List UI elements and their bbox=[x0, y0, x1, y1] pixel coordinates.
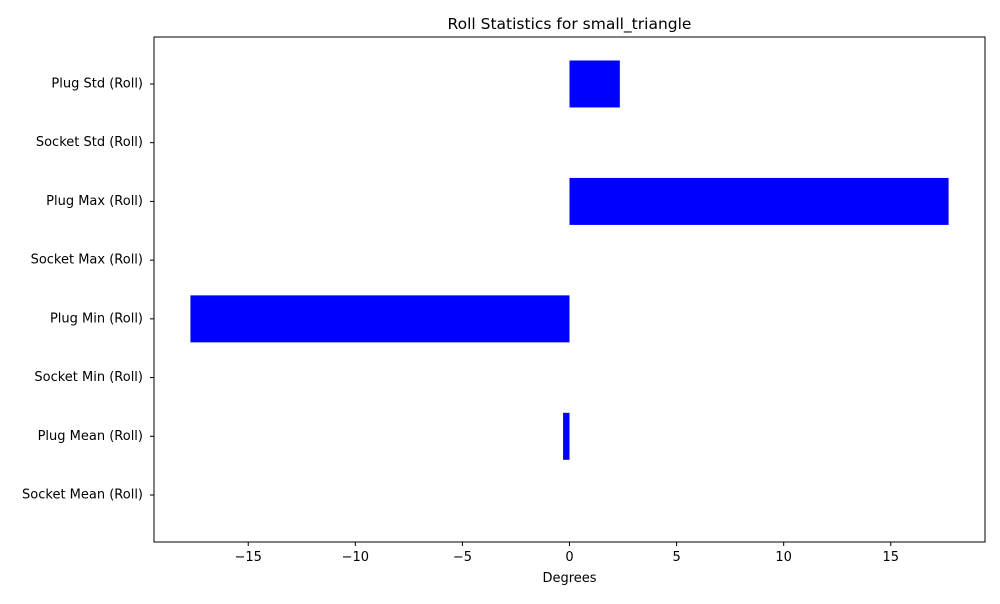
y-tick-label: Plug Min (Roll) bbox=[50, 311, 143, 326]
bar-plug-mean-roll bbox=[563, 412, 570, 460]
x-tick-label: 15 bbox=[882, 550, 899, 565]
x-tick-label: −10 bbox=[342, 550, 369, 565]
x-axis-label: Degrees bbox=[542, 571, 596, 586]
x-axis-ticks: −15 −10 −5 0 5 10 15 bbox=[235, 542, 899, 565]
y-tick-label: Plug Std (Roll) bbox=[51, 76, 143, 91]
x-tick-label: 0 bbox=[565, 550, 573, 565]
bar-plug-min-roll bbox=[190, 295, 570, 343]
y-tick-label: Plug Max (Roll) bbox=[46, 194, 143, 209]
y-tick-label: Socket Std (Roll) bbox=[36, 135, 143, 150]
y-tick-label: Socket Min (Roll) bbox=[34, 370, 143, 385]
y-tick-label: Plug Mean (Roll) bbox=[38, 429, 143, 444]
plot-area-frame bbox=[153, 36, 986, 543]
x-tick-label: 10 bbox=[775, 550, 792, 565]
y-axis-ticks: Socket Mean (Roll) Plug Mean (Roll) Socket… bbox=[22, 76, 154, 503]
x-tick-label: −15 bbox=[235, 550, 262, 565]
y-tick-label: Socket Max (Roll) bbox=[31, 253, 143, 268]
x-tick-label: 5 bbox=[672, 550, 680, 565]
y-tick-label: Socket Mean (Roll) bbox=[22, 488, 143, 503]
x-tick-label: −5 bbox=[453, 550, 472, 565]
chart-title: Roll Statistics for small_triangle bbox=[448, 15, 692, 34]
bars-group bbox=[190, 60, 949, 460]
bar-plug-std-roll bbox=[569, 60, 620, 108]
bar-plug-max-roll bbox=[569, 177, 949, 225]
